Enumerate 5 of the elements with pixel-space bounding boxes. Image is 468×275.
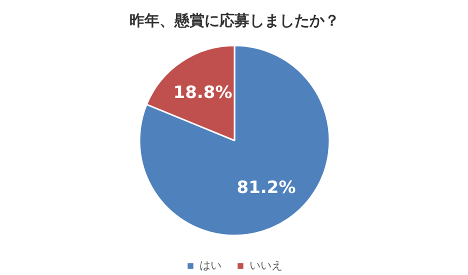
data-label: 81.2%: [236, 178, 296, 198]
legend-label: はい: [200, 259, 222, 273]
chart-title: 昨年、懸賞に応募しましたか？: [130, 12, 340, 30]
data-label: 18.8%: [173, 83, 232, 104]
legend-label: いいえ: [250, 259, 282, 273]
